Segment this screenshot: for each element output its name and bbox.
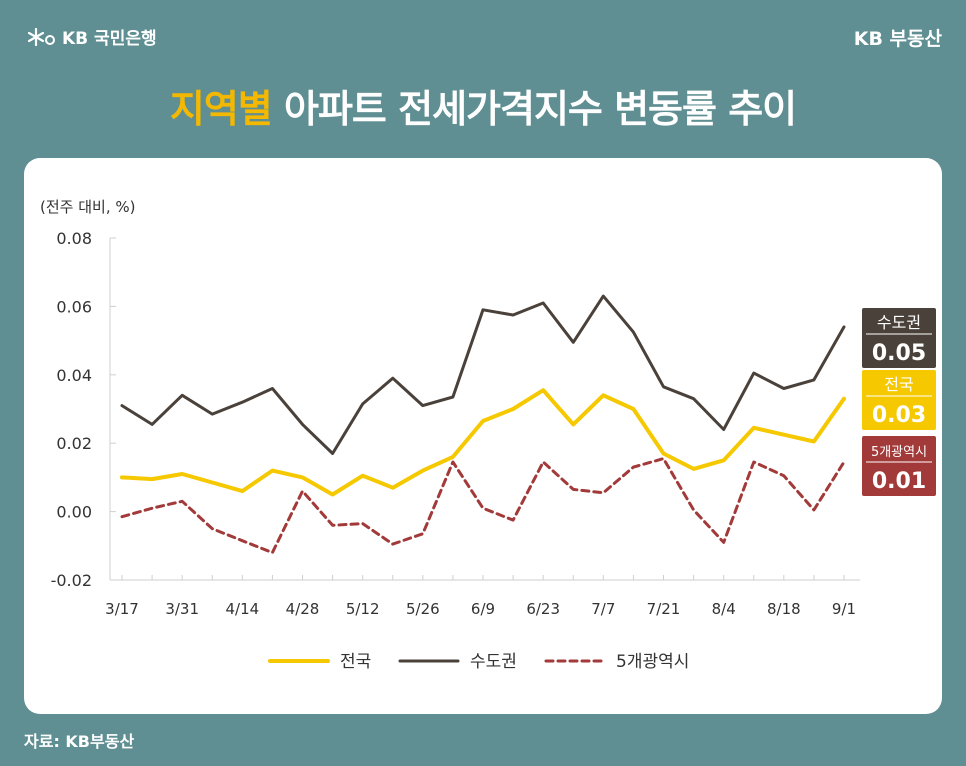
line-chart: (전주 대비, %) 0.08 0.06 0.04 0.02 0.00 -0.02 3/1… bbox=[40, 198, 936, 672]
y-tick-label: 0.00 bbox=[56, 503, 92, 522]
chart-card: (전주 대비, %) 0.08 0.06 0.04 0.02 0.00 -0.02 3/1… bbox=[24, 158, 942, 714]
end-label-name: 수도권 bbox=[877, 313, 921, 332]
y-tick-label: 0.06 bbox=[56, 297, 92, 316]
end-label-box bbox=[862, 308, 936, 368]
x-tick-label: 5/12 bbox=[346, 600, 380, 618]
legend: 전국 수도권 5개광역시 bbox=[268, 652, 689, 672]
legend-label: 수도권 bbox=[470, 652, 517, 672]
source-note: 자료: KB부동산 bbox=[24, 732, 135, 751]
x-tick-label: 6/9 bbox=[471, 600, 495, 618]
end-label-box bbox=[862, 436, 936, 496]
legend-item-capital: 수도권 bbox=[398, 652, 517, 672]
series-line-capital bbox=[120, 294, 846, 455]
legend-label: 전국 bbox=[340, 652, 371, 672]
unit-label: (전주 대비, %) bbox=[40, 198, 135, 216]
x-tick-label: 7/21 bbox=[647, 600, 681, 618]
x-tick-label: 7/7 bbox=[591, 600, 615, 618]
y-tick-label: 0.02 bbox=[56, 434, 92, 453]
x-axis: 3/17 3/31 4/14 4/28 5/12 5/26 6/9 6/23 7/7 7/21 8/… bbox=[105, 575, 860, 618]
end-label-box bbox=[862, 370, 936, 430]
kb-bank-logo: KB 국민은행 bbox=[26, 24, 157, 49]
title-rest: 아파트 전세가격지수 변동률 추이 bbox=[271, 87, 797, 131]
end-label-value: 0.03 bbox=[872, 403, 926, 428]
end-label-national: 전국 0.03 bbox=[862, 370, 936, 430]
bank-logo-text: KB 국민은행 bbox=[62, 29, 157, 49]
kb-star-icon bbox=[27, 27, 55, 46]
kb-realestate-logo: KB 부동산 bbox=[853, 28, 942, 50]
y-tick-label: 0.08 bbox=[56, 229, 92, 248]
y-tick-label: -0.02 bbox=[51, 571, 92, 590]
y-tick-label: 0.04 bbox=[56, 366, 92, 385]
y-axis: 0.08 0.06 0.04 0.02 0.00 -0.02 bbox=[51, 229, 116, 590]
x-tick-label: 4/14 bbox=[225, 600, 259, 618]
end-label-value: 0.05 bbox=[872, 341, 926, 366]
x-tick-label: 6/23 bbox=[526, 600, 560, 618]
end-label-value: 0.01 bbox=[872, 469, 926, 494]
x-tick-label: 8/4 bbox=[712, 600, 736, 618]
x-tick-label: 5/26 bbox=[406, 600, 440, 618]
x-tick-label: 9/1 bbox=[832, 600, 856, 618]
end-label-name: 전국 bbox=[884, 375, 913, 394]
x-tick-label: 4/28 bbox=[286, 600, 320, 618]
title-highlight: 지역별 bbox=[169, 87, 273, 131]
series-line-national bbox=[120, 388, 846, 497]
x-tick-label: 3/17 bbox=[105, 600, 139, 618]
end-label-name: 5개광역시 bbox=[871, 445, 927, 460]
legend-item-metro: 5개광역시 bbox=[544, 652, 689, 672]
x-tick-label: 8/18 bbox=[767, 600, 801, 618]
end-labels: 수도권 0.05 전국 0.03 5개광역시 0.01 bbox=[862, 308, 936, 496]
x-tick-label: 3/31 bbox=[165, 600, 199, 618]
end-label-metro: 5개광역시 0.01 bbox=[862, 436, 936, 496]
legend-item-national: 전국 bbox=[268, 652, 371, 672]
series-line-metro bbox=[120, 457, 846, 555]
end-label-capital: 수도권 0.05 bbox=[862, 308, 936, 368]
page-title: 지역별 아파트 전세가격지수 변동률 추이 bbox=[0, 78, 966, 133]
series-group bbox=[120, 294, 846, 555]
legend-label: 5개광역시 bbox=[616, 652, 689, 672]
